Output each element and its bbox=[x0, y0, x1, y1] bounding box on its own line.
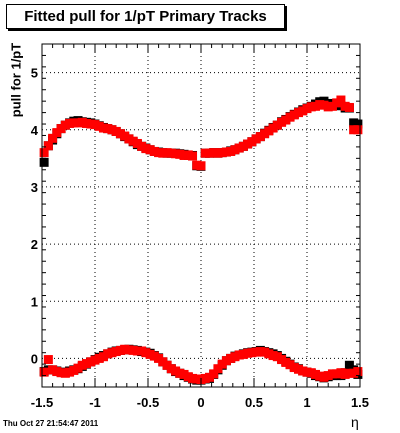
data-point bbox=[336, 95, 346, 105]
y-tick-labels: 0 1 2 3 4 5 bbox=[31, 66, 39, 367]
data-point bbox=[188, 151, 198, 161]
y-tick-label: 3 bbox=[31, 180, 38, 195]
data-point bbox=[196, 161, 206, 171]
y-axis-label: pull for 1/pT bbox=[8, 42, 24, 118]
chart-title: Fitted pull for 1/pT Primary Tracks bbox=[24, 8, 267, 25]
x-tick-label: 0 bbox=[197, 395, 204, 410]
data-markers bbox=[39, 95, 363, 385]
data-point bbox=[353, 367, 363, 377]
data-point bbox=[39, 148, 49, 158]
data-point bbox=[344, 102, 354, 112]
data-point bbox=[48, 133, 58, 143]
y-tick-label: 1 bbox=[31, 294, 38, 309]
plot-frame bbox=[41, 43, 361, 388]
data-point bbox=[39, 157, 49, 167]
x-tick-label: 0.5 bbox=[245, 395, 263, 410]
data-point bbox=[344, 360, 354, 370]
x-tick-label: 1.5 bbox=[351, 395, 369, 410]
data-point bbox=[43, 141, 53, 151]
axis-ticks bbox=[41, 43, 361, 388]
y-tick-label: 0 bbox=[31, 351, 38, 366]
x-tick-label: 1 bbox=[303, 395, 310, 410]
x-tick-label: -1.5 bbox=[31, 395, 53, 410]
grid-lines bbox=[42, 44, 360, 387]
data-point bbox=[213, 364, 223, 374]
timestamp: Thu Oct 27 21:54:47 2011 bbox=[3, 419, 99, 428]
data-point bbox=[43, 355, 53, 365]
data-point bbox=[353, 125, 363, 135]
x-tick-labels: -1.5 -1 -0.5 0 0.5 1 1.5 bbox=[31, 395, 369, 410]
x-axis-label: η bbox=[351, 414, 359, 430]
title-box: Fitted pull for 1/pT Primary Tracks bbox=[6, 4, 285, 29]
data-point bbox=[39, 367, 49, 377]
y-tick-label: 5 bbox=[31, 66, 38, 81]
y-tick-label: 4 bbox=[31, 123, 39, 138]
x-tick-label: -1 bbox=[89, 395, 101, 410]
data-point bbox=[209, 369, 219, 379]
y-tick-label: 2 bbox=[31, 237, 38, 252]
x-tick-label: -0.5 bbox=[137, 395, 159, 410]
